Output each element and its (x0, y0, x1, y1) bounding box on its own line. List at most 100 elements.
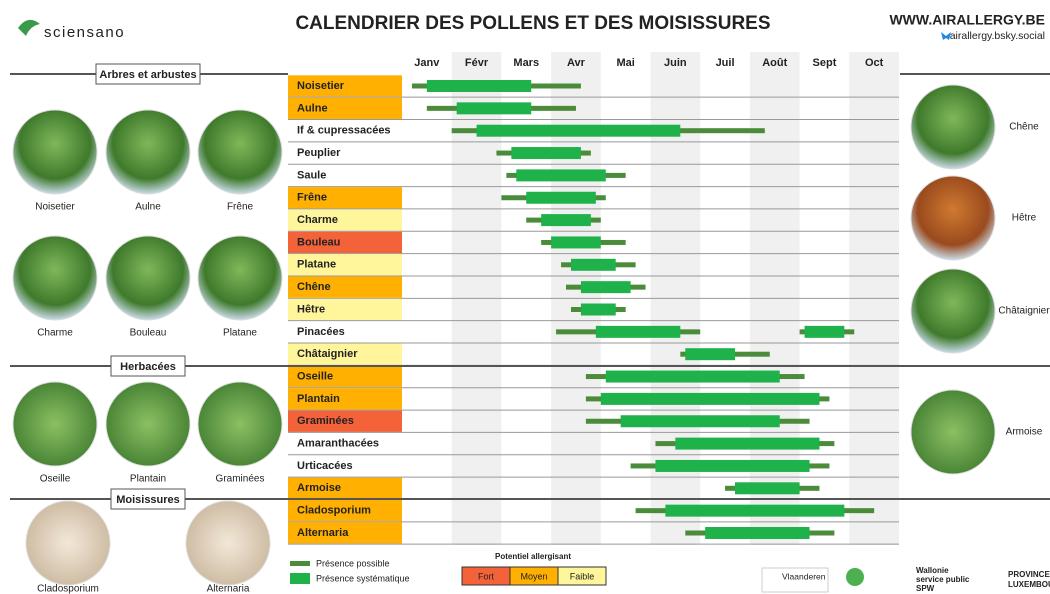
legend-label: Présence possible (316, 558, 390, 568)
photos: Noisetier Aulne Frêne Charme Bouleau Platane O… (12, 84, 1050, 594)
row-label: Saule (297, 169, 326, 181)
systematic-bar (705, 527, 810, 539)
website: WWW.AIRALLERGY.BE (889, 12, 1045, 28)
photo (197, 109, 283, 195)
section-label: Herbacées (120, 361, 176, 373)
systematic-bar (655, 459, 810, 472)
photo-label: Chêne (1009, 122, 1039, 133)
logo-text: sciensano (44, 24, 125, 41)
photo (185, 500, 271, 586)
photo-label: Hêtre (1012, 213, 1037, 224)
systematic-bar (580, 281, 631, 294)
systematic-bar (541, 214, 591, 227)
potential-box (288, 522, 402, 544)
photo (105, 109, 191, 195)
systematic-bar (600, 392, 820, 405)
section-label: Arbres et arbustes (99, 69, 196, 81)
chart: Janv Févr Mars Avr Mai Juin Juil Août Sept Oct Noi… (10, 57, 1050, 586)
photo-label: Oseille (40, 474, 71, 485)
systematic-bar (580, 303, 616, 316)
logo-province: PROVINCE DE (1008, 570, 1050, 579)
photo (197, 235, 283, 321)
logo-wallonie: service public (916, 575, 970, 584)
row-label: Hêtre (297, 303, 325, 315)
photo (12, 235, 98, 321)
potential-box (288, 231, 402, 254)
photo-label: Armoise (1006, 427, 1043, 438)
systematic-bar (526, 191, 596, 204)
systematic-bar (570, 258, 616, 271)
month-label: Mars (513, 57, 539, 69)
row-label: Graminées (297, 415, 354, 427)
potentiel-label: Moyen (520, 571, 547, 581)
photo (105, 381, 191, 467)
photo-label: Charme (37, 328, 73, 339)
potential-box (288, 187, 402, 209)
photo-label: Aulne (135, 202, 161, 213)
logo-vlaanderen: Vlaanderen (782, 571, 826, 581)
photo (910, 389, 996, 475)
systematic-bar (511, 147, 581, 160)
logo-bruxelles (846, 568, 864, 586)
row-label: Armoise (297, 482, 341, 494)
photo (12, 109, 98, 195)
legend-possible (290, 561, 310, 566)
section-label: Moisissures (116, 494, 180, 506)
row-label: Pinacées (297, 326, 345, 338)
potential-box (288, 75, 402, 97)
month-label: Août (762, 57, 787, 69)
systematic-bar (426, 80, 532, 92)
row-label: Platane (297, 259, 336, 271)
photo (12, 381, 98, 467)
potentiel-label: Faible (570, 571, 595, 581)
row-label: Frêne (297, 192, 327, 204)
potential-box (288, 477, 402, 499)
potential-box (288, 209, 402, 231)
legend-label: Présence systématique (316, 573, 410, 583)
potential-box (288, 410, 402, 432)
logo-province: LUXEMBOURG (1008, 580, 1050, 589)
photo (105, 235, 191, 321)
logo-wallonie: SPW (916, 584, 935, 593)
bsky-icon (941, 32, 951, 40)
photo (910, 175, 996, 261)
row-label: Plantain (297, 393, 340, 405)
title: CALENDRIER DES POLLENS ET DES MOISISSURE… (295, 13, 770, 34)
section-box (110, 488, 186, 510)
photo-label: Châtaignier (998, 306, 1050, 317)
month-label: Mai (616, 57, 634, 69)
row-label: Charme (297, 214, 338, 226)
potential-box (288, 298, 402, 321)
potential-box (288, 276, 402, 298)
systematic-bar (665, 504, 845, 517)
month-label: Avr (567, 57, 586, 69)
potential-box (288, 254, 402, 276)
systematic-bar (734, 482, 800, 495)
section-box (95, 63, 201, 85)
row-label: Alternaria (297, 527, 349, 539)
potentiel-title: Potentiel allergisant (495, 552, 571, 561)
photo-label: Frêne (227, 202, 254, 213)
potential-box (288, 97, 402, 120)
potential-box (288, 388, 402, 410)
row-label: Châtaignier (297, 348, 358, 360)
row-label: Aulne (297, 102, 328, 114)
photo-label: Graminées (216, 474, 265, 485)
photo (25, 500, 111, 586)
section-box (110, 355, 186, 377)
photo-label: Alternaria (207, 584, 250, 594)
row-label: Oseille (297, 370, 333, 382)
potentiel-box (557, 566, 607, 586)
systematic-bar (516, 169, 606, 182)
systematic-bar (551, 236, 601, 249)
photo-label: Noisetier (35, 202, 75, 213)
social: airallergy.bsky.social (950, 30, 1045, 42)
potentiel-label: Fort (478, 571, 495, 581)
systematic-bar (476, 124, 681, 137)
systematic-bar (685, 348, 735, 361)
potential-box (288, 365, 402, 388)
header: sciensano CALENDRIER DES POLLENS ET DES … (18, 12, 1045, 42)
legend-systematic (290, 573, 310, 584)
systematic-bar (595, 325, 681, 338)
